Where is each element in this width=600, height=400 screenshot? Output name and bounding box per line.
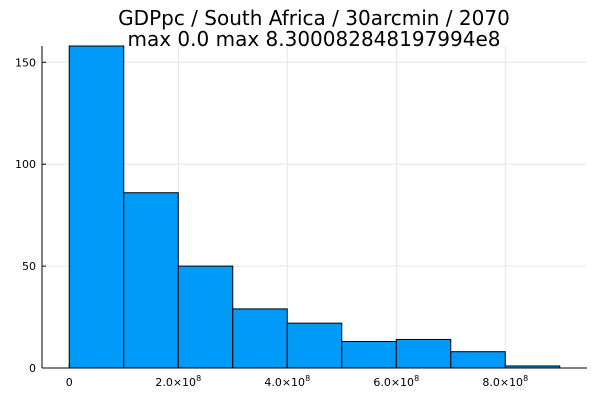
x-axis-ticks: 0 2.0×108 4.0×108 6.0×108 8.0×108	[66, 364, 528, 389]
x-tick-exponent-2: 8	[305, 374, 310, 383]
histogram-bar-0	[68, 45, 125, 369]
histogram-bar-5	[341, 341, 397, 369]
x-tick-label-1: 2.0×108	[155, 374, 201, 389]
histogram-bar-2	[177, 265, 234, 369]
histogram-bar-1	[123, 192, 179, 369]
x-tick-label-0: 0	[66, 376, 73, 389]
x-tick-label-4: 8.0×108	[482, 374, 528, 389]
x-tick-label-3: 6.0×108	[373, 374, 419, 389]
y-tick-label-0: 0	[29, 362, 36, 375]
x-tick-mantissa-0: 0	[66, 376, 73, 389]
x-tick-exponent-3: 8	[414, 374, 419, 383]
histogram-bars	[68, 45, 561, 369]
y-tick-label-2: 100	[15, 158, 36, 171]
histogram-bar-7	[450, 351, 506, 369]
chart-title: GDPpc / South Africa / 30arcmin / 2070ma…	[118, 6, 510, 51]
x-tick-exponent-1: 8	[196, 374, 201, 383]
y-tick-label-3: 150	[15, 56, 36, 69]
y-tick-label-1: 50	[22, 260, 36, 273]
x-tick-mantissa-4: 8.0×10	[482, 376, 523, 389]
y-axis-ticks: 0 50 100 150	[15, 56, 46, 375]
x-tick-label-2: 4.0×108	[264, 374, 310, 389]
x-tick-mantissa-2: 4.0×10	[264, 376, 305, 389]
x-tick-mantissa-1: 2.0×10	[155, 376, 196, 389]
axes	[41, 46, 587, 369]
chart-title-line-2: max 0.0 max 8.300082848197994e8	[127, 27, 500, 51]
histogram-bar-4	[286, 322, 343, 369]
histogram-bar-6	[395, 338, 452, 369]
x-tick-exponent-4: 8	[523, 374, 528, 383]
chart-title-line-1: GDPpc / South Africa / 30arcmin / 2070	[118, 6, 510, 30]
histogram-bar-3	[232, 308, 288, 369]
x-tick-mantissa-3: 6.0×10	[373, 376, 414, 389]
